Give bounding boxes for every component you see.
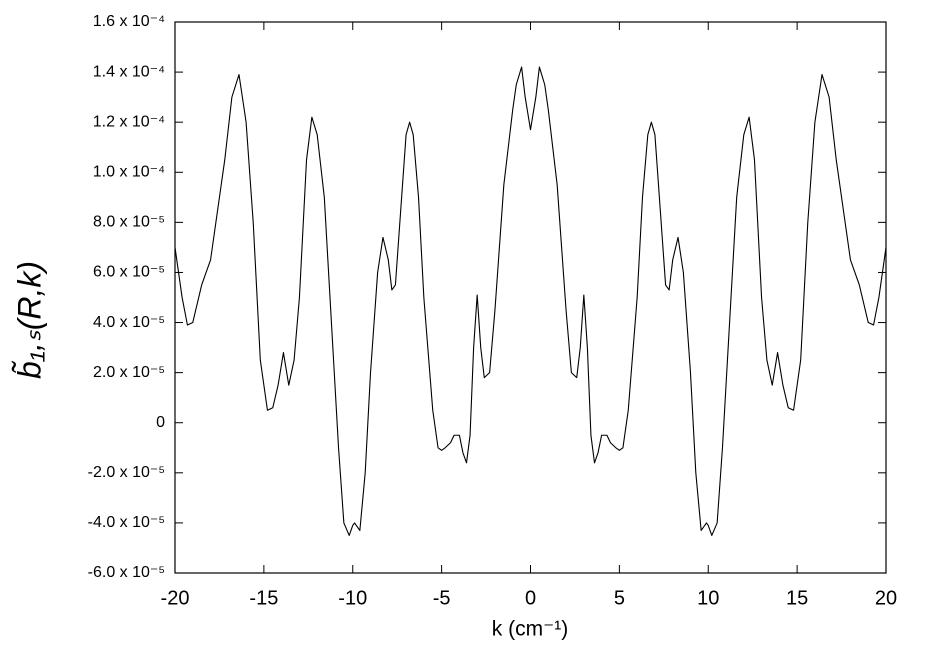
x-tick-label: 15: [786, 587, 808, 609]
y-tick-label: -2.0 x 10⁻⁵: [88, 464, 165, 481]
y-tick-label: 6.0 x 10⁻⁵: [93, 264, 165, 281]
x-tick-label: -20: [161, 587, 190, 609]
x-tick-label: 5: [614, 587, 625, 609]
y-tick-label: 8.0 x 10⁻⁵: [93, 214, 165, 231]
y-tick-label: 1.4 x 10⁻⁴: [93, 63, 165, 80]
y-tick-label: 0: [156, 414, 165, 431]
y-tick-label: 1.2 x 10⁻⁴: [93, 113, 165, 130]
y-tick-label: 1.0 x 10⁻⁴: [93, 163, 165, 180]
x-axis-label: k (cm⁻¹): [492, 618, 568, 641]
plot-frame: [174, 21, 887, 574]
y-tick-label: 2.0 x 10⁻⁵: [93, 364, 165, 381]
x-tick-label: -15: [249, 587, 278, 609]
data-line: [174, 66, 887, 536]
x-tick-label: 0: [525, 587, 536, 609]
y-axis-label: b̃₁,ₛ(R,k): [11, 261, 47, 379]
x-tick-label: -10: [338, 587, 367, 609]
y-tick-label: -4.0 x 10⁻⁵: [88, 514, 165, 531]
y-tick-label: 1.6 x 10⁻⁴: [93, 13, 165, 30]
y-tick-label: 4.0 x 10⁻⁵: [93, 314, 165, 331]
x-tick-label: -5: [433, 587, 451, 609]
x-tick-label: 20: [875, 587, 897, 609]
x-tick-label: 10: [697, 587, 719, 609]
y-tick-label: -6.0 x 10⁻⁵: [88, 564, 165, 581]
